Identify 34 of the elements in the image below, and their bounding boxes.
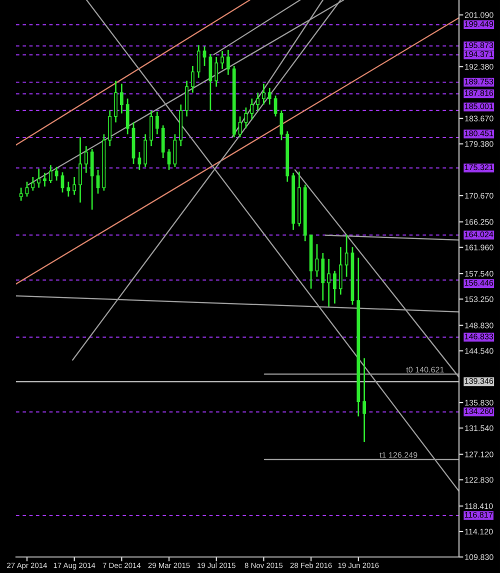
ref-line-label: 185.001 [464,103,494,110]
ref-line-label: 195.873 [464,42,494,48]
ref-line-label: 175.321 [464,164,494,170]
y-tick-label: 161.960 [465,244,494,250]
y-tick-label: 170.670 [465,192,494,199]
ref-line-label: 139.346 [464,378,494,384]
y-tick-label: 166.250 [465,219,494,225]
ref-line-label: 164.024 [464,232,494,238]
y-tick-label: 118.410 [465,503,493,510]
y-tick-label: 127.120 [465,452,494,458]
ref-line-label: 180.451 [464,130,494,136]
ref-line-label: 189.753 [464,78,494,84]
y-tick-label: 122.830 [465,477,494,483]
y-tick-label: 183.670 [465,116,494,122]
y-tick-label: 144.540 [465,348,494,354]
ref-line-label: 146.833 [464,334,494,340]
y-tick-label: 135.830 [465,400,494,406]
y-tick-label: 192.380 [465,64,494,70]
annotation: t1 126.249 [380,452,418,458]
y-tick-label: 114.120 [465,528,493,535]
ref-line-label: 187.816 [464,90,494,96]
y-tick-label: 131.540 [465,425,494,432]
y-tick-label: 153.250 [465,296,494,302]
y-tick-label: 148.830 [465,322,494,328]
y-tick-label: 109.830 [465,554,494,560]
ref-line-label: 194.371 [464,51,494,57]
annotation: t0 140.621 [406,366,444,373]
y-tick-label: 157.540 [465,270,494,277]
ref-line-label: 134.260 [464,408,494,414]
ref-line-label: 199.449 [464,21,494,27]
ref-line-label: 156.446 [464,280,494,286]
ref-line-label: 116.817 [464,512,492,518]
y-tick-label: 201.090 [464,12,494,18]
y-tick-label: 179.380 [465,141,494,147]
